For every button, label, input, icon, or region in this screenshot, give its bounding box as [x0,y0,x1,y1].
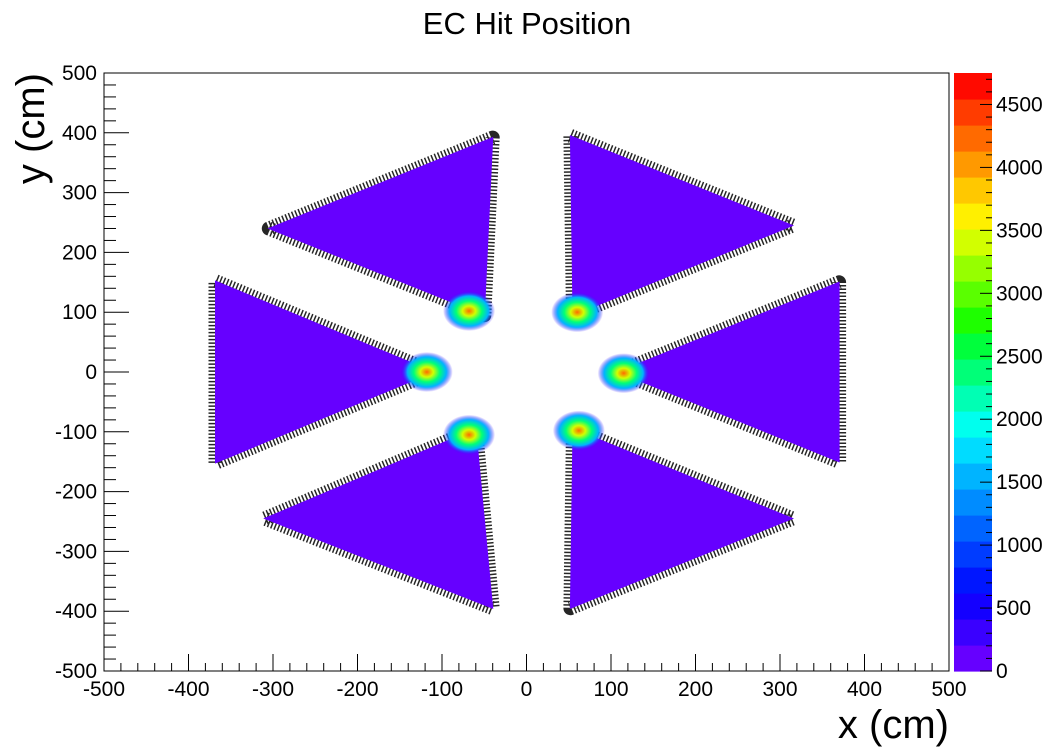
y-tick-label: -300 [55,540,97,563]
color-scale-band [954,203,992,230]
y-tick-label: -200 [55,481,97,504]
sector-right-hotspot [597,353,650,394]
color-scale-tick-label: 2000 [996,408,1043,431]
color-scale-tick-label: 3500 [996,219,1043,242]
sector-bottom-left-body [263,428,494,609]
x-tick-label: -100 [421,678,463,701]
y-tick-label: -500 [55,660,97,683]
sector-top-right [551,128,800,333]
x-axis-label: x (cm) [838,703,949,747]
color-scale-tick-label: 4500 [996,93,1043,116]
y-tick-label: 500 [62,62,97,85]
sector-top-right-hotspot [551,292,604,333]
color-scale-tick-label: 4000 [996,156,1043,179]
color-scale-tick-label: 0 [996,660,1008,683]
color-scale-tick-label: 500 [996,597,1031,620]
y-tick-label: 100 [62,301,97,324]
x-axis: -500 -400 -300 -200 -100 0 100 200 300 400 500 [83,654,967,701]
sector-bottom-right [552,410,800,616]
color-scale-band [954,151,992,178]
color-scale-band [954,333,992,360]
color-scale-band [954,593,992,620]
chart-title: EC Hit Position [423,6,631,41]
sector-left-body [215,280,435,464]
color-scale-tick-label: 2500 [996,345,1043,368]
sector-right [597,275,847,469]
y-tick-label: 0 [85,361,97,384]
x-tick-label: 400 [847,678,882,701]
color-scale-band [954,125,992,152]
sector-left [208,274,453,470]
x-tick-label: 0 [521,678,533,701]
x-tick-label: 500 [931,678,966,701]
color-scale-band [954,307,992,334]
sector-top-left-hotspot [443,291,496,332]
sector-right-body [616,281,840,463]
color-scale-band [954,99,992,126]
sector-bottom-left [257,414,500,616]
color-scale-bar [954,73,992,672]
sectors-layer [208,128,847,616]
color-scale-band [954,437,992,464]
color-scale-band [954,73,992,100]
x-tick-label: 100 [593,678,628,701]
color-scale-band [954,359,992,386]
x-tick-label: -200 [336,678,378,701]
color-scale-band [954,489,992,516]
color-scale-tick-label: 1500 [996,471,1043,494]
color-scale-axis: 0 500 1000 1500 2000 2500 3000 3500 4000 4500 [980,78,1043,683]
color-scale-band [954,567,992,594]
x-tick-label: -300 [252,678,294,701]
x-tick-label: 300 [762,678,797,701]
color-scale-band [954,515,992,542]
sector-top-left-body [267,136,494,316]
color-scale-band [954,619,992,646]
y-tick-label: -100 [55,421,97,444]
sector-bottom-right-hotspot [552,410,605,451]
sector-bottom-right-body [569,428,795,609]
y-tick-label: 400 [62,122,97,145]
color-scale-tick-label: 3000 [996,282,1043,305]
color-scale-band [954,255,992,282]
color-scale-band [954,411,992,438]
sector-top-left [261,130,500,332]
x-tick-label: 200 [678,678,713,701]
color-scale-band [954,645,992,672]
plot-area [208,128,847,616]
color-scale-tick-label: 1000 [996,534,1043,557]
sector-top-right-body [569,135,795,316]
sector-bottom-left-hotspot [443,414,496,455]
color-scale-band [954,385,992,412]
x-tick-label: -500 [83,678,125,701]
y-tick-label: 200 [62,241,97,264]
color-scale-band [954,281,992,308]
sector-left-hotspot [400,352,453,392]
y-tick-label: -400 [55,600,97,623]
x-tick-label: -400 [167,678,209,701]
y-axis: 500 400 300 200 100 0 -100 -200 -300 -400 -500 [55,62,129,683]
y-axis-label: y (cm) [9,73,53,184]
color-scale-band [954,177,992,204]
color-scale-band [954,463,992,490]
color-scale-band [954,229,992,256]
y-tick-label: 300 [62,182,97,205]
